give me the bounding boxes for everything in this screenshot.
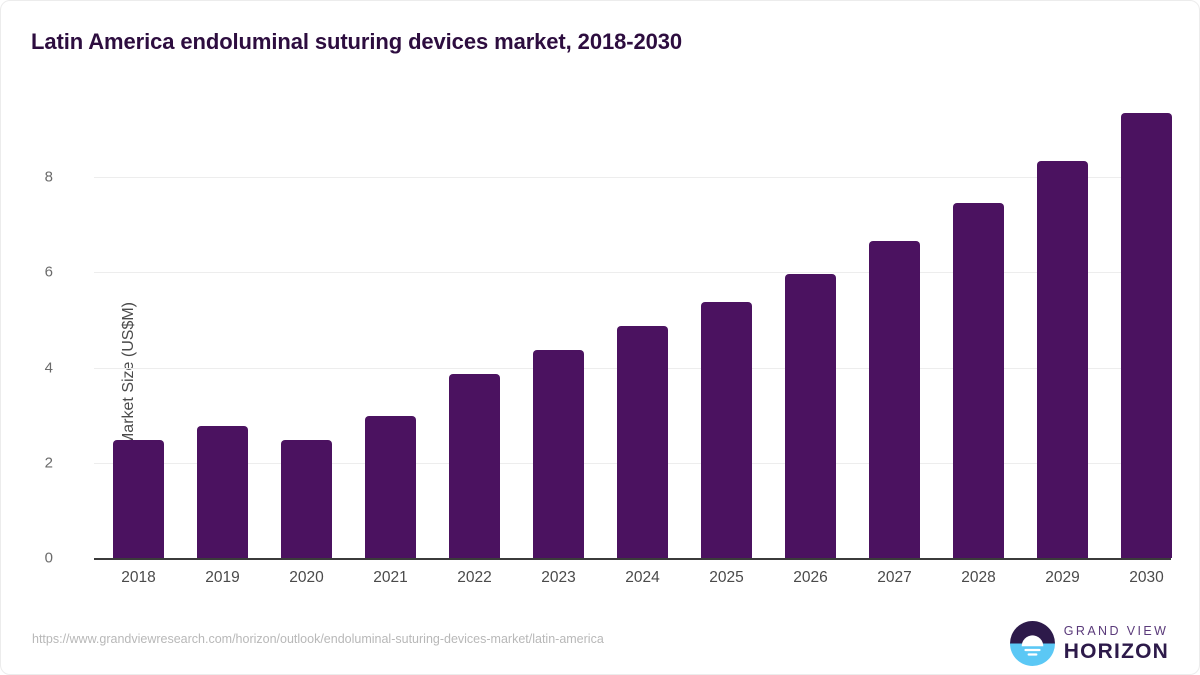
x-axis-line <box>94 558 1171 560</box>
bar[interactable] <box>113 439 164 558</box>
x-axis-tick-label: 2021 <box>373 569 408 586</box>
x-axis-tick-label: 2018 <box>121 569 156 586</box>
grand-view-horizon-logo[interactable]: GRAND VIEW HORIZON <box>1009 621 1169 666</box>
source-url[interactable]: https://www.grandviewresearch.com/horizo… <box>32 632 604 646</box>
logo-wordmark: GRAND VIEW HORIZON <box>1064 625 1169 663</box>
bar[interactable] <box>617 326 668 558</box>
logo-line-1: GRAND VIEW <box>1063 623 1169 638</box>
page-title: Latin America endoluminal suturing devic… <box>31 29 682 54</box>
y-axis-tick-label: 0 <box>44 549 53 567</box>
x-axis-tick-label: 2019 <box>205 569 240 586</box>
x-axis-tick-label: 2028 <box>961 569 996 586</box>
bar[interactable] <box>365 415 416 558</box>
bar[interactable] <box>1121 112 1172 558</box>
grand-view-horizon-sun-icon <box>1009 621 1055 666</box>
bar[interactable] <box>701 301 752 558</box>
bar[interactable] <box>1037 160 1088 558</box>
bar[interactable] <box>449 374 500 558</box>
bar[interactable] <box>953 202 1004 558</box>
x-axis-tick-label: 2026 <box>793 569 828 586</box>
gridline <box>94 272 1171 274</box>
bar[interactable] <box>281 439 332 558</box>
x-axis-tick-label: 2022 <box>457 569 492 586</box>
x-axis-tick-label: 2020 <box>289 569 324 586</box>
gridline <box>94 177 1171 179</box>
x-axis-tick-label: 2024 <box>625 569 660 586</box>
x-axis-tick-label: 2029 <box>1045 569 1080 586</box>
y-axis-tick-label: 2 <box>44 454 53 472</box>
bar[interactable] <box>785 273 836 558</box>
logo-line-2: HORIZON <box>1063 640 1169 664</box>
y-axis-tick-label: 4 <box>44 359 53 377</box>
x-axis-tick-label: 2023 <box>541 569 576 586</box>
bar[interactable] <box>197 426 248 558</box>
x-axis-tick-label: 2030 <box>1129 569 1164 586</box>
y-axis-tick-label: 6 <box>44 263 53 281</box>
x-axis-tick-label: 2025 <box>709 569 744 586</box>
bar[interactable] <box>869 241 920 558</box>
bar[interactable] <box>533 349 584 558</box>
y-axis-tick-label: 8 <box>44 168 53 186</box>
x-axis-tick-label: 2027 <box>877 569 912 586</box>
